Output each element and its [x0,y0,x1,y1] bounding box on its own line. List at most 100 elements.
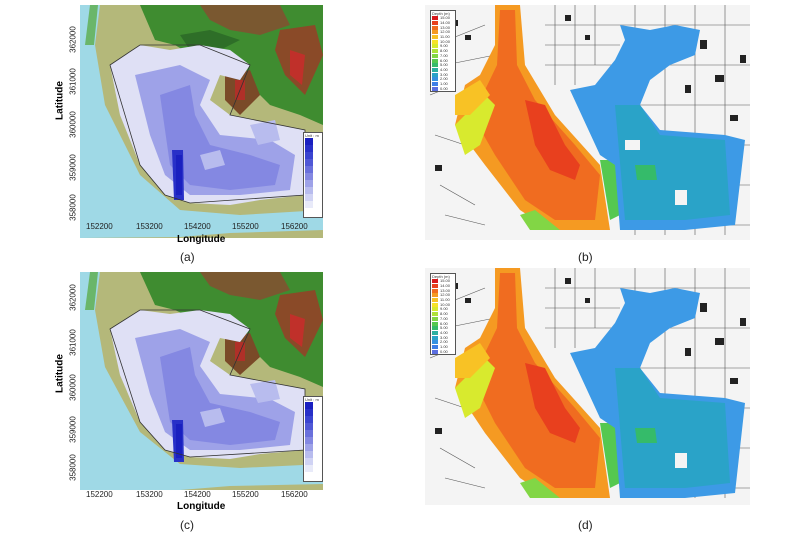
legend-value: 15.00 [440,278,451,284]
x-tick: 155200 [232,222,259,231]
legend-entry: 9.00 [431,44,455,49]
unit-legend-title: Unit : m [305,397,319,402]
y-tick: 360000 [68,374,78,401]
legend-entry: 6.00 [431,321,455,326]
y-tick: 360000 [68,111,78,138]
depth-legend-title: Depth (m) [432,274,450,279]
depth-legend-b: Depth (m) 15.00 14.00 13.00 12.00 11.00 10.00… [430,10,456,92]
x-tick: 154200 [184,490,211,499]
legend-value: 13.00 [440,287,451,293]
depth-legend-d: Depth (m) 15.00 14.00 13.00 12.00 11.00 10.00… [430,273,456,355]
y-axis-label: Latitude [54,81,66,120]
legend-swatch [432,30,438,35]
legend-value: 13.00 [440,24,451,30]
legend-swatch [305,423,313,430]
caption-d: (d) [578,518,593,532]
terrain-flood-map-c [80,272,323,490]
legend-swatch [432,335,438,340]
y-axis-label: Latitude [54,354,66,393]
x-tick: 152200 [86,490,113,499]
legend-value: 0.00 [440,85,448,91]
legend-entry: 14.00 [431,284,455,289]
unit-legend-title: Unit : m [305,133,319,138]
legend-entry: 14.00 [431,21,455,26]
legend-value: 8.00 [440,48,448,54]
y-tick: 361000 [68,68,78,95]
legend-swatch [305,152,313,159]
legend-value: 14.00 [440,283,451,289]
legend-value: 12.00 [440,292,451,298]
legend-swatch [432,288,438,293]
legend-entry: 10.00 [431,302,455,307]
x-tick: 155200 [232,490,259,499]
depth-legend-rows: 15.00 14.00 13.00 12.00 11.00 10.00 9.00 8.00 7.… [431,16,455,91]
legend-swatch [305,166,313,173]
panel-c: Unit : m Latitude 362000 361000 360000 3… [0,268,400,537]
legend-swatch [432,21,438,26]
legend-value: 11.00 [440,297,450,303]
legend-entry: 12.00 [431,30,455,35]
legend-entry: 8.00 [431,312,455,317]
legend-value: 7.00 [440,315,448,321]
legend-value: 11.00 [440,34,450,40]
legend-entry: 15.00 [431,279,455,284]
legend-swatch [432,49,438,54]
legend-entry: 4.00 [431,329,455,336]
legend-swatch [432,58,438,63]
legend-value: 1.00 [440,80,448,86]
legend-swatch [432,63,438,68]
legend-value: 9.00 [440,306,448,312]
legend-value: 5.00 [440,325,448,331]
legend-swatch [432,86,438,91]
depth-legend-title: Depth (m) [432,11,450,16]
x-axis-label: Longitude [177,234,226,245]
legend-entry: 13.00 [431,288,455,293]
legend-swatch [305,458,313,465]
legend-swatch [305,180,313,187]
unit-legend-a: Unit : m [303,132,323,218]
legend-swatch [432,312,438,317]
legend-swatch [432,298,438,303]
legend-entry: 11.00 [431,35,455,40]
x-tick: 152200 [86,222,113,231]
panel-a: Unit : m Latitude 362000 361000 360000 3… [0,0,400,268]
legend-entry: 9.00 [431,307,455,312]
legend-swatch [305,173,313,180]
legend-entry: 11.00 [431,298,455,303]
depth-map-b [425,5,750,240]
legend-swatch [432,44,438,49]
legend-entry: 5.00 [431,63,455,68]
y-tick: 359000 [68,154,78,181]
legend-swatch [305,437,313,444]
legend-swatch [432,307,438,312]
legend-swatch [305,465,313,472]
legend-swatch [432,35,438,40]
legend-swatch [305,416,313,423]
legend-swatch [432,349,438,354]
y-tick: 362000 [68,26,78,53]
legend-entry: 6.00 [431,58,455,63]
legend-entry: 1.00 [431,344,455,350]
caption-b: (b) [578,250,593,264]
x-tick: 156200 [281,222,308,231]
legend-value: 6.00 [440,320,448,326]
unit-legend-swatches [304,138,322,208]
legend-value: 4.00 [440,329,448,335]
legend-value: 8.00 [440,311,448,317]
legend-value: 2.00 [440,339,448,345]
legend-value: 12.00 [440,29,451,35]
depth-map-d [425,268,750,505]
panel-b: Depth (m) 15.00 14.00 13.00 12.00 11.00 10.00… [400,0,800,268]
legend-entry: 3.00 [431,72,455,77]
legend-value: 0.00 [440,348,448,354]
legend-swatch [305,187,313,194]
legend-entry: 7.00 [431,53,455,59]
legend-swatch [432,344,438,349]
legend-swatch [305,430,313,437]
legend-swatch [432,25,438,30]
legend-entry: 4.00 [431,67,455,73]
legend-swatch [432,77,438,82]
legend-swatch [432,72,438,77]
legend-swatch [432,330,438,335]
legend-swatch [432,302,438,307]
